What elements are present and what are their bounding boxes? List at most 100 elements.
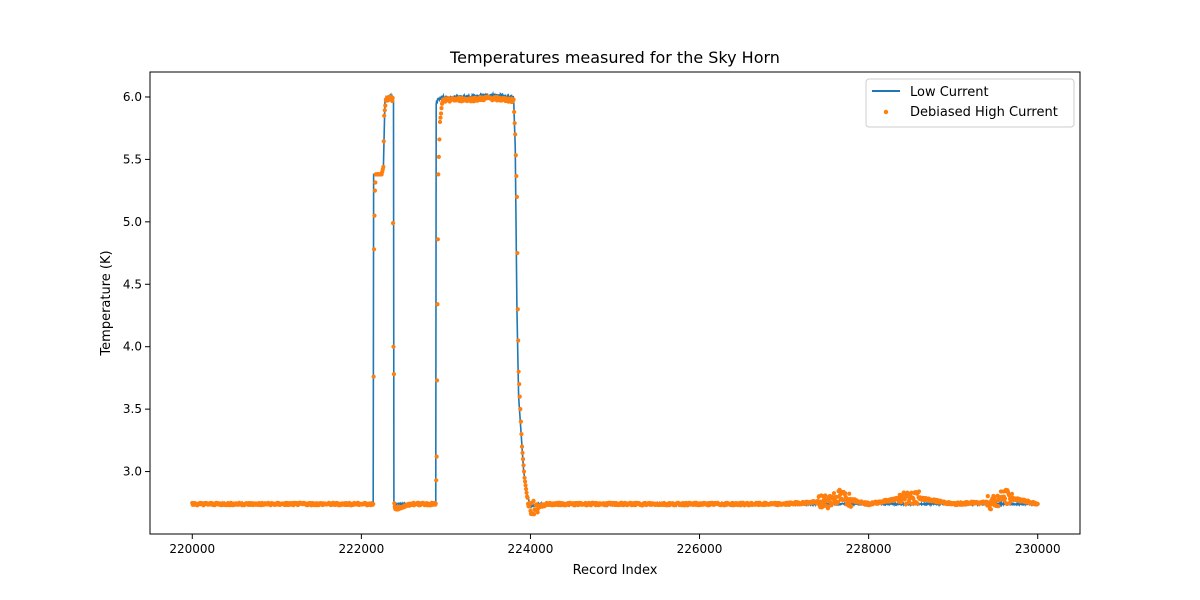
y-tick-label: 4.5 xyxy=(123,277,142,291)
legend-label-low-current: Low Current xyxy=(910,85,989,100)
series-point-debiased-high-current xyxy=(531,498,536,503)
series-point-debiased-high-current xyxy=(525,495,530,500)
series-point-debiased-high-current xyxy=(915,501,920,506)
series-point-debiased-high-current xyxy=(518,419,523,424)
y-axis: 3.0 3.5 4.0 4.5 5.0 5.5 6.0 xyxy=(123,90,150,479)
series-point-debiased-high-current xyxy=(1009,491,1015,496)
y-tick-label: 4.0 xyxy=(123,340,142,354)
x-tick-label: 226000 xyxy=(677,542,723,556)
series-point-debiased-high-current xyxy=(437,137,442,142)
x-tick-label: 222000 xyxy=(338,542,384,556)
series-point-debiased-high-current xyxy=(515,307,520,312)
series-point-debiased-high-current xyxy=(381,139,386,144)
series-point-debiased-high-current xyxy=(522,479,528,484)
series-point-debiased-high-current xyxy=(437,119,443,125)
series-point-debiased-high-current xyxy=(390,220,396,226)
legend: Low Current Debiased High Current xyxy=(865,78,1075,128)
series-point-debiased-high-current xyxy=(521,469,527,474)
series-point-debiased-high-current xyxy=(516,338,521,343)
series-point-debiased-high-current xyxy=(831,491,837,496)
y-tick-label: 3.5 xyxy=(123,402,142,416)
series-point-debiased-high-current xyxy=(513,132,518,137)
x-tick-label: 230000 xyxy=(1015,542,1061,556)
y-tick-label: 3.0 xyxy=(123,465,142,479)
series-point-debiased-high-current xyxy=(520,456,526,462)
series-point-debiased-high-current xyxy=(390,95,395,100)
series-point-debiased-high-current xyxy=(985,494,990,499)
series-point-debiased-high-current xyxy=(435,237,440,242)
series-point-debiased-high-current xyxy=(524,490,529,495)
series-point-debiased-high-current xyxy=(519,444,525,449)
legend-box xyxy=(865,78,1075,128)
x-axis-label: Record Index xyxy=(573,563,658,578)
series-point-debiased-high-current xyxy=(996,504,1001,509)
series-point-debiased-high-current xyxy=(916,489,922,494)
series-point-debiased-high-current xyxy=(371,247,377,252)
y-axis-label: Temperature (K) xyxy=(99,250,114,356)
series-point-debiased-high-current xyxy=(523,483,528,488)
series-point-debiased-high-current xyxy=(843,491,848,496)
series-point-debiased-high-current xyxy=(514,173,519,179)
series-point-debiased-high-current xyxy=(390,98,395,104)
series-point-debiased-high-current xyxy=(516,369,521,374)
series-point-debiased-high-current xyxy=(438,115,443,120)
series-point-debiased-high-current xyxy=(514,194,520,199)
series-point-debiased-high-current xyxy=(391,372,397,377)
chart-title: Temperatures measured for the Sky Horn xyxy=(449,48,780,67)
series-point-debiased-high-current xyxy=(436,172,441,177)
series-point-debiased-high-current xyxy=(513,153,518,158)
series-line-low-current xyxy=(191,90,1039,510)
series-point-debiased-high-current xyxy=(438,111,444,116)
series-point-debiased-high-current xyxy=(433,501,438,506)
series-point-debiased-high-current xyxy=(391,344,396,349)
series-point-debiased-high-current xyxy=(381,164,386,169)
legend-label-debiased-high-current: Debiased High Current xyxy=(910,105,1058,120)
legend-marker-debiased-high-current xyxy=(883,109,889,115)
series-point-debiased-high-current xyxy=(523,486,529,492)
series-point-debiased-high-current xyxy=(515,250,520,256)
series-point-debiased-high-current xyxy=(382,108,387,113)
series-point-debiased-high-current xyxy=(434,378,440,383)
series-point-debiased-high-current xyxy=(371,374,376,379)
series-point-debiased-high-current xyxy=(521,463,526,468)
series-point-debiased-high-current xyxy=(988,507,993,512)
series-point-debiased-high-current xyxy=(435,302,440,307)
series-point-debiased-high-current xyxy=(517,382,522,387)
x-tick-label: 224000 xyxy=(508,542,554,556)
series-point-debiased-high-current xyxy=(847,491,852,496)
series-point-debiased-high-current xyxy=(383,103,388,108)
series-point-debiased-high-current xyxy=(823,493,828,498)
series-point-debiased-high-current xyxy=(439,106,444,111)
series-point-debiased-high-current xyxy=(434,478,439,483)
y-tick-label: 5.5 xyxy=(123,152,142,166)
x-tick-label: 220000 xyxy=(169,542,215,556)
series-point-debiased-high-current xyxy=(1035,501,1040,507)
series-point-debiased-high-current xyxy=(849,504,854,509)
series-point-debiased-high-current xyxy=(511,97,516,102)
series-point-debiased-high-current xyxy=(522,475,527,480)
series-point-debiased-high-current xyxy=(520,450,525,455)
y-tick-label: 6.0 xyxy=(123,90,142,104)
series-point-debiased-high-current xyxy=(835,500,841,505)
series-point-debiased-high-current xyxy=(436,154,441,160)
series-point-debiased-high-current xyxy=(826,504,831,510)
series-point-debiased-high-current xyxy=(1002,496,1008,501)
series-point-debiased-high-current xyxy=(517,394,522,399)
series-point-debiased-high-current xyxy=(911,496,916,502)
plot-frame xyxy=(149,71,1081,535)
x-tick-label: 228000 xyxy=(846,542,892,556)
series-point-debiased-high-current xyxy=(531,512,537,517)
series-point-debiased-high-current xyxy=(372,188,377,193)
series-point-debiased-high-current xyxy=(512,109,517,115)
series-point-debiased-high-current xyxy=(371,501,376,507)
x-axis: 220000 222000 224000 226000 228000 230000 xyxy=(169,534,1061,556)
y-tick-label: 5.0 xyxy=(123,215,142,229)
series-point-debiased-high-current xyxy=(519,432,524,437)
series-point-debiased-high-current xyxy=(392,501,397,506)
series-point-debiased-high-current xyxy=(382,113,387,118)
series-point-debiased-high-current xyxy=(518,407,523,412)
series-point-debiased-high-current xyxy=(535,510,540,515)
series-point-debiased-high-current xyxy=(373,180,378,185)
series-point-debiased-high-current xyxy=(512,121,517,126)
